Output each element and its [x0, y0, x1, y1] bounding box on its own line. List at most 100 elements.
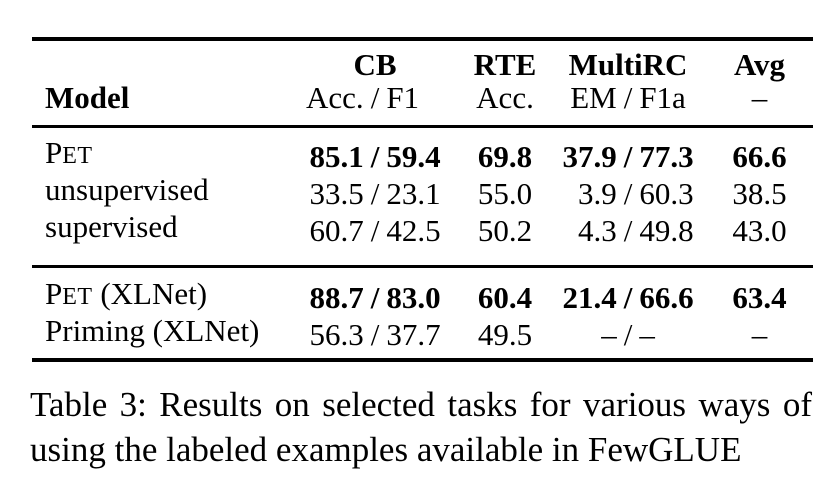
model-name-cell: PET (XLNet): [32, 267, 290, 315]
multirc-metric-left: EM: [570, 80, 617, 115]
row-pet-xlnet: PET (XLNet) 88.7/83.0 60.4 21.4/66.6 63.…: [32, 267, 813, 315]
cb-metric-left: Acc.: [306, 80, 364, 115]
table-section-1: PET 85.1/59.4 69.8 37.9/77.3 66.6 unsupe…: [32, 127, 813, 267]
results-table: CB RTE MultiRC Avg Model Acc. / F1 Acc.: [32, 37, 813, 362]
avg-score: 43.0: [732, 213, 787, 248]
rte-score-cell: 69.8: [460, 127, 550, 174]
cb-metric: Acc. / F1: [290, 81, 460, 127]
slash-separator: /: [370, 176, 380, 211]
model-smallcaps: ET: [62, 143, 93, 169]
avg-score: 38.5: [732, 176, 787, 211]
row-priming-xlnet: Priming (XLNet) 56.3/37.7 49.5 – / – –: [32, 314, 813, 360]
multirc-score-cell: 21.4/66.6: [550, 267, 706, 315]
rte-title: RTE: [473, 47, 537, 82]
cb-acc: 60.7: [309, 213, 364, 248]
model-initial: P: [45, 276, 63, 311]
rte-score-cell: 49.5: [460, 314, 550, 360]
cb-acc: 85.1: [309, 139, 364, 174]
avg-metric-label: –: [751, 80, 768, 115]
rte-acc: 50.2: [477, 213, 533, 248]
cb-f1: 59.4: [386, 139, 441, 174]
cb-score-cell: 85.1/59.4: [290, 127, 460, 174]
avg-score-cell: 66.6: [706, 127, 813, 174]
slash-separator: /: [370, 80, 380, 115]
header-metric-row: Model Acc. / F1 Acc. EM / F1a –: [32, 81, 813, 127]
slash-separator: /: [623, 80, 633, 115]
model-initial: P: [45, 135, 63, 170]
col-header-cb: CB: [290, 39, 460, 81]
cb-acc: 88.7: [309, 280, 364, 315]
rte-acc: 49.5: [477, 317, 533, 352]
cb-f1: 37.7: [386, 317, 441, 352]
multirc-metric-right: F1a: [639, 80, 686, 115]
slash-separator: /: [623, 317, 633, 352]
slash-separator: /: [370, 139, 380, 174]
multirc-f1a: –: [639, 317, 655, 352]
multirc-em: –: [601, 317, 617, 352]
multirc-metric: EM / F1a: [550, 81, 706, 127]
multirc-f1a: 66.6: [639, 280, 694, 315]
table-section-2: PET (XLNet) 88.7/83.0 60.4 21.4/66.6 63.…: [32, 267, 813, 360]
multirc-em: 4.3: [577, 213, 617, 248]
header-spacer: [32, 39, 290, 81]
multirc-title: MultiRC: [568, 47, 688, 82]
multirc-em: 3.9: [577, 176, 617, 211]
multirc-score-cell: 3.9/60.3: [550, 173, 706, 210]
rte-score-cell: 60.4: [460, 267, 550, 315]
avg-score-cell: 38.5: [706, 173, 813, 210]
slash-separator: /: [623, 139, 633, 174]
model-name-cell: Priming (XLNet): [32, 314, 290, 360]
avg-score: 66.6: [732, 139, 787, 174]
rte-acc: 69.8: [477, 139, 533, 174]
model-rest: Priming (XLNet): [45, 313, 260, 348]
rte-acc: 55.0: [477, 176, 533, 211]
model-name-cell: unsupervised: [32, 173, 290, 210]
slash-separator: /: [623, 176, 633, 211]
rte-score-cell: 50.2: [460, 210, 550, 267]
cb-f1: 23.1: [386, 176, 441, 211]
cb-score-cell: 60.7/42.5: [290, 210, 460, 267]
multirc-score-cell: – / –: [550, 314, 706, 360]
multirc-f1a: 60.3: [639, 176, 694, 211]
row-unsupervised: unsupervised 33.5/23.1 55.0 3.9/60.3 38.…: [32, 173, 813, 210]
multirc-f1a: 77.3: [639, 139, 694, 174]
avg-score: –: [751, 317, 768, 352]
model-rest: unsupervised: [45, 172, 209, 207]
avg-title: Avg: [733, 47, 786, 82]
rte-metric: Acc.: [460, 81, 550, 127]
col-header-model: Model: [32, 81, 290, 127]
col-header-multirc: MultiRC: [550, 39, 706, 81]
model-rest: supervised: [45, 209, 178, 244]
avg-score: 63.4: [732, 280, 787, 315]
header-title-row: CB RTE MultiRC Avg: [32, 39, 813, 81]
multirc-em: 21.4: [562, 280, 617, 315]
multirc-f1a: 49.8: [639, 213, 694, 248]
cb-f1: 83.0: [386, 280, 441, 315]
col-header-rte: RTE: [460, 39, 550, 81]
slash-separator: /: [370, 213, 380, 248]
model-label: Model: [45, 80, 130, 115]
cb-score-cell: 88.7/83.0: [290, 267, 460, 315]
model-name-cell: supervised: [32, 210, 290, 267]
col-header-avg: Avg: [706, 39, 813, 81]
slash-separator: /: [370, 317, 380, 352]
cb-score-cell: 33.5/23.1: [290, 173, 460, 210]
slash-separator: /: [623, 280, 633, 315]
avg-score-cell: 63.4: [706, 267, 813, 315]
multirc-em: 37.9: [562, 139, 617, 174]
row-supervised: supervised 60.7/42.5 50.2 4.3/49.8 43.0: [32, 210, 813, 267]
table-caption: Table 3: Results on selected tasks for v…: [30, 382, 812, 472]
avg-score-cell: –: [706, 314, 813, 360]
row-pet: PET 85.1/59.4 69.8 37.9/77.3 66.6: [32, 127, 813, 174]
caption-line-1: Table 3: Results on selected tasks for v…: [30, 385, 812, 424]
cb-acc: 33.5: [309, 176, 364, 211]
slash-separator: /: [370, 280, 380, 315]
table-header: CB RTE MultiRC Avg Model Acc. / F1 Acc.: [32, 39, 813, 127]
model-smallcaps: ET: [62, 284, 93, 310]
caption-line-2: using the labeled examples available in …: [30, 430, 742, 469]
rte-acc: 60.4: [477, 280, 533, 315]
cb-acc: 56.3: [309, 317, 364, 352]
slash-separator: /: [623, 213, 633, 248]
avg-score-cell: 43.0: [706, 210, 813, 267]
